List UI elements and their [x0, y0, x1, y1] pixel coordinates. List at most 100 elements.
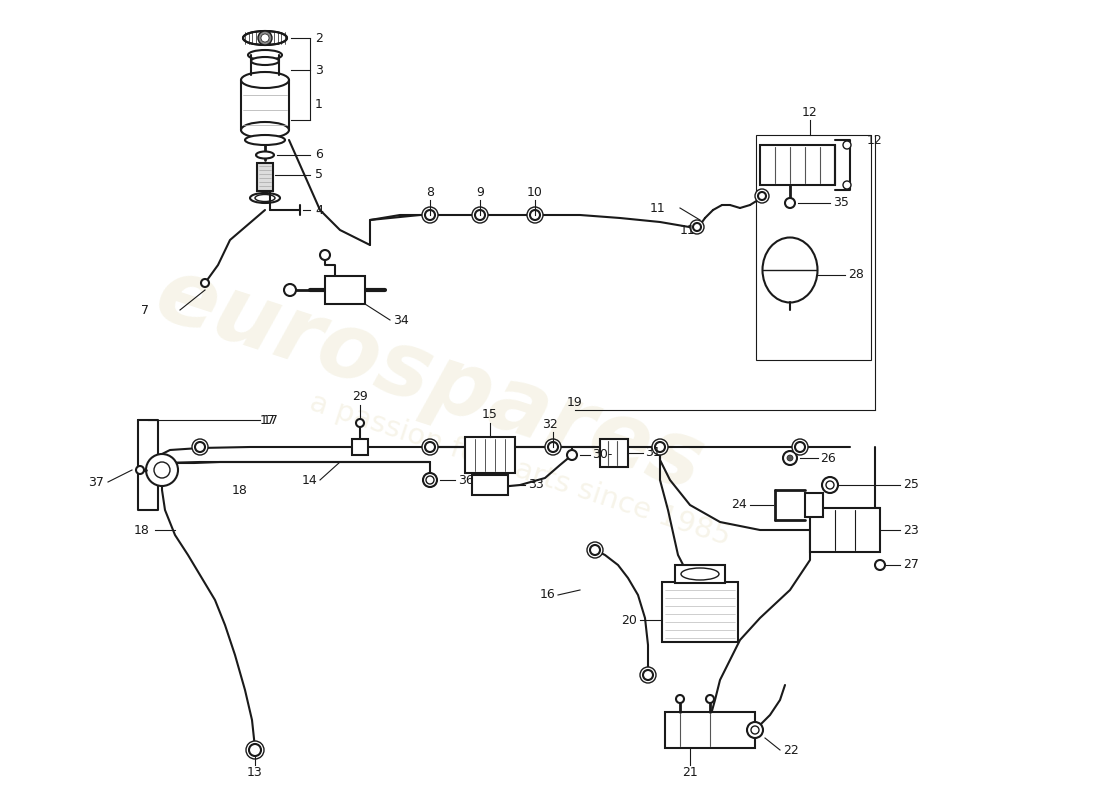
Circle shape [425, 442, 435, 452]
Circle shape [544, 439, 561, 455]
Text: 11: 11 [649, 202, 666, 214]
Ellipse shape [250, 193, 280, 203]
Circle shape [261, 34, 270, 42]
FancyBboxPatch shape [675, 565, 725, 583]
Text: 32: 32 [542, 418, 558, 431]
Circle shape [654, 442, 666, 452]
Circle shape [587, 542, 603, 558]
Circle shape [136, 466, 144, 474]
Circle shape [530, 210, 540, 220]
Text: 22: 22 [783, 743, 799, 757]
Text: 7: 7 [141, 303, 149, 317]
Text: 13: 13 [248, 766, 263, 779]
Circle shape [676, 695, 684, 703]
Circle shape [652, 439, 668, 455]
Text: 37: 37 [88, 475, 104, 489]
Text: 36: 36 [458, 474, 474, 486]
Circle shape [874, 560, 886, 570]
Circle shape [320, 250, 330, 260]
Text: 30-: 30- [592, 449, 613, 462]
Text: 15: 15 [482, 409, 498, 422]
Text: 24: 24 [732, 498, 747, 511]
Text: 12: 12 [867, 134, 883, 146]
Circle shape [644, 670, 653, 680]
FancyBboxPatch shape [465, 437, 515, 473]
FancyBboxPatch shape [472, 475, 508, 495]
Circle shape [826, 481, 834, 489]
Ellipse shape [248, 50, 282, 60]
Text: 6: 6 [315, 149, 323, 162]
Circle shape [566, 450, 578, 460]
Text: 18: 18 [134, 523, 150, 537]
Text: 10: 10 [527, 186, 543, 198]
FancyBboxPatch shape [666, 712, 755, 748]
Circle shape [758, 192, 766, 200]
Circle shape [424, 473, 437, 487]
FancyBboxPatch shape [760, 145, 835, 185]
Circle shape [154, 462, 170, 478]
Text: 21: 21 [682, 766, 697, 779]
Text: 14: 14 [301, 474, 317, 486]
FancyBboxPatch shape [805, 493, 823, 517]
Text: a passion for parts since 1985: a passion for parts since 1985 [306, 389, 734, 551]
Text: 3: 3 [315, 63, 323, 77]
Text: 17: 17 [263, 414, 279, 426]
Circle shape [747, 722, 763, 738]
Text: 9: 9 [476, 186, 484, 198]
Circle shape [755, 189, 769, 203]
Circle shape [192, 439, 208, 455]
Circle shape [792, 439, 808, 455]
Circle shape [472, 207, 488, 223]
Circle shape [201, 279, 209, 287]
Circle shape [548, 442, 558, 452]
Text: 12: 12 [802, 106, 818, 118]
Ellipse shape [681, 568, 719, 580]
Circle shape [475, 210, 485, 220]
Text: eurospares: eurospares [145, 250, 715, 510]
FancyBboxPatch shape [810, 508, 880, 552]
Ellipse shape [251, 57, 279, 65]
Circle shape [590, 545, 600, 555]
Circle shape [843, 141, 851, 149]
Text: 26: 26 [820, 451, 836, 465]
Circle shape [786, 455, 793, 461]
Circle shape [527, 207, 543, 223]
Text: 34: 34 [393, 314, 409, 326]
Ellipse shape [241, 72, 289, 88]
Circle shape [249, 744, 261, 756]
Ellipse shape [256, 151, 274, 158]
Text: 20: 20 [621, 614, 637, 626]
Text: 18: 18 [232, 483, 248, 497]
FancyBboxPatch shape [600, 439, 628, 467]
Circle shape [246, 741, 264, 759]
Circle shape [284, 284, 296, 296]
Text: 28: 28 [848, 269, 864, 282]
Circle shape [258, 31, 272, 45]
Text: 17: 17 [260, 414, 276, 426]
Circle shape [706, 695, 714, 703]
Ellipse shape [762, 238, 817, 302]
Circle shape [783, 451, 798, 465]
Text: 4: 4 [315, 203, 323, 217]
Text: 1: 1 [315, 98, 323, 111]
Text: 19: 19 [568, 395, 583, 409]
FancyBboxPatch shape [324, 276, 365, 304]
Text: 16: 16 [539, 589, 556, 602]
FancyBboxPatch shape [257, 163, 273, 191]
Text: 33: 33 [528, 478, 543, 491]
Text: 25: 25 [903, 478, 918, 491]
Circle shape [785, 198, 795, 208]
Circle shape [422, 439, 438, 455]
Circle shape [425, 210, 435, 220]
Text: 31: 31 [645, 446, 661, 459]
Circle shape [146, 454, 178, 486]
Circle shape [843, 181, 851, 189]
Text: 35: 35 [833, 197, 849, 210]
FancyBboxPatch shape [352, 439, 368, 455]
Text: 27: 27 [903, 558, 918, 571]
Text: 29: 29 [352, 390, 367, 403]
Circle shape [751, 726, 759, 734]
Circle shape [356, 419, 364, 427]
Ellipse shape [241, 122, 289, 138]
Text: 2: 2 [315, 31, 323, 45]
